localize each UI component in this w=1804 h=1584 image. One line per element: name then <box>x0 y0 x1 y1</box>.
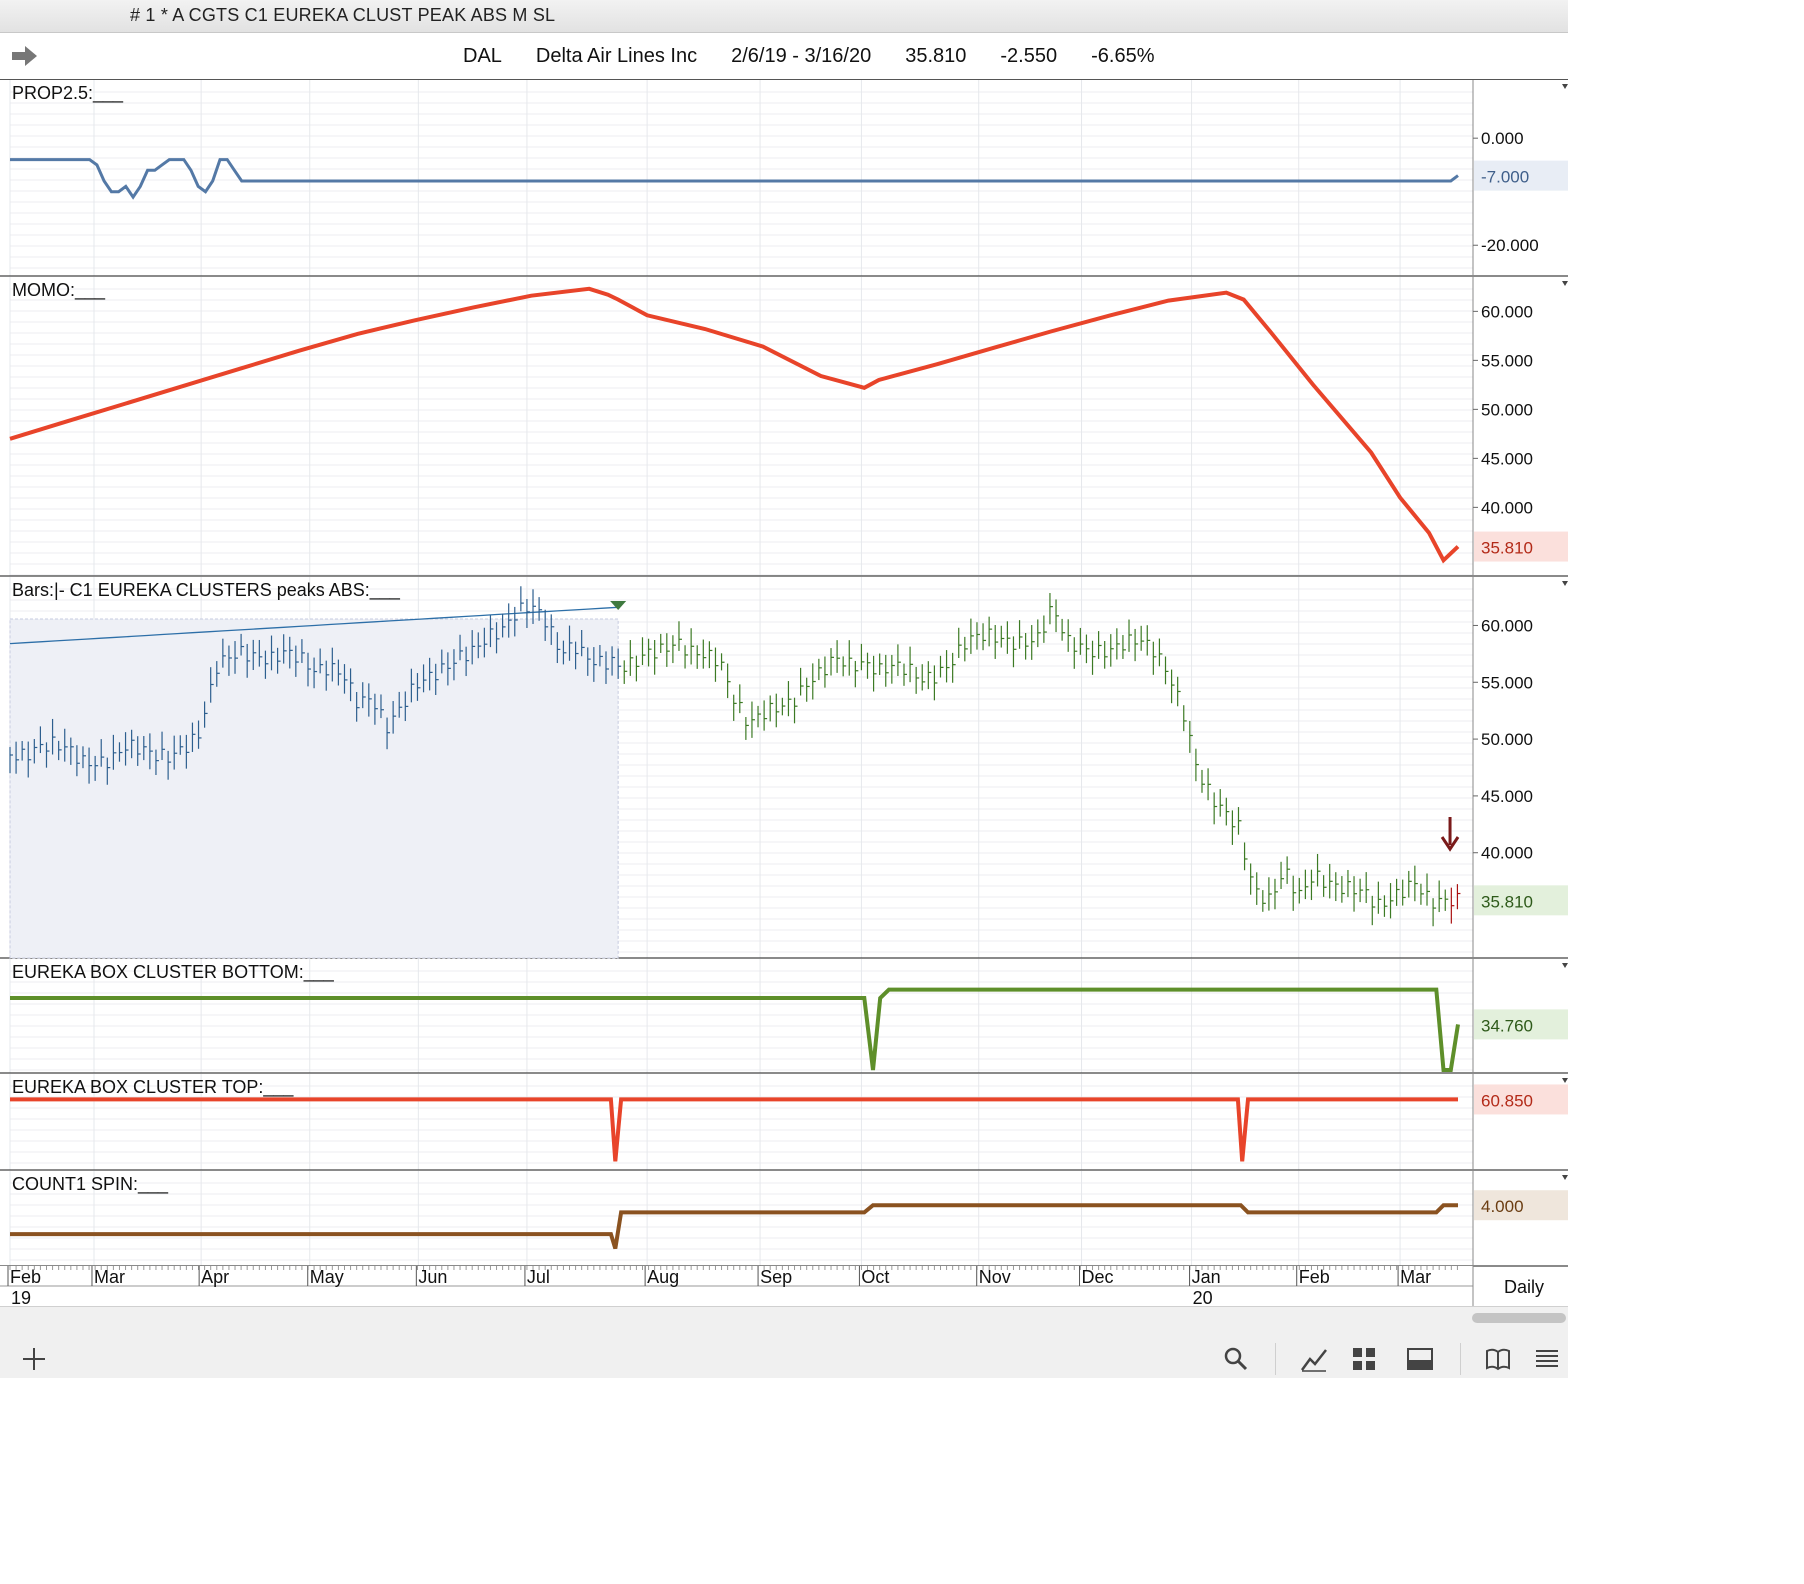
x-year-label: 20 <box>1193 1288 1213 1306</box>
price-change: -2.550 <box>1000 45 1058 67</box>
y-tick-label: 45.000 <box>1481 449 1533 468</box>
x-month-label: Jan <box>1192 1267 1221 1287</box>
panel-1-title[interactable]: PROP2.5:___ <box>12 83 124 104</box>
panel-menu-caret-icon[interactable] <box>1562 963 1568 968</box>
panel-icon[interactable] <box>1406 1345 1434 1373</box>
panel-1-current-value-label: -7.000 <box>1474 160 1568 191</box>
company-name: Delta Air Lines Inc <box>535 45 698 67</box>
chart-header: DAL Delta Air Lines Inc 2/6/19 - 3/16/20 35… <box>0 33 1568 80</box>
current-value-text: 4.000 <box>1481 1197 1524 1216</box>
line-chart-icon[interactable] <box>1300 1345 1328 1373</box>
date-range: 2/6/19 - 3/16/20 <box>731 45 872 67</box>
x-month-label: Aug <box>647 1267 679 1287</box>
current-value-bg <box>1474 885 1568 916</box>
panel-3-title[interactable]: Bars:|- C1 EUREKA CLUSTERS peaks ABS:___ <box>12 580 401 601</box>
panel-menu-caret-icon[interactable] <box>1562 281 1568 286</box>
panel-5-current-value-label: 60.850 <box>1474 1084 1568 1115</box>
panel-4-series-line <box>10 987 1460 1072</box>
panel-1-series-line <box>10 158 1459 200</box>
chart-area[interactable]: PROP2.5:___ 0.000 -20.000 -7.000 MOMO:___ 60.… <box>0 80 1568 1306</box>
sell-arrow-icon <box>1440 817 1460 852</box>
toolbar-separator <box>1275 1343 1276 1375</box>
y-tick-label: 55.000 <box>1481 673 1533 692</box>
forward-arrow-icon[interactable] <box>10 45 38 67</box>
x-month-label: May <box>310 1267 344 1287</box>
y-tick-label: 60.000 <box>1481 616 1533 635</box>
panel-2-grid <box>9 277 1473 576</box>
x-month-label: Jun <box>418 1267 447 1287</box>
window-title: # 1 * A CGTS C1 EUREKA CLUST PEAK ABS M … <box>130 5 556 25</box>
cluster-peak-line <box>9 606 619 645</box>
y-tick-label: 50.000 <box>1481 730 1533 749</box>
panel-2-title[interactable]: MOMO:___ <box>12 280 106 301</box>
x-month-label: Apr <box>201 1267 229 1287</box>
current-value-text: 60.850 <box>1481 1091 1533 1110</box>
x-month-label: Dec <box>1082 1267 1114 1287</box>
current-value-text: 35.810 <box>1481 539 1533 558</box>
current-value-bg <box>1474 531 1568 562</box>
panel-menu-caret-icon[interactable] <box>1562 1175 1568 1180</box>
panel-5-title[interactable]: EUREKA BOX CLUSTER TOP:___ <box>12 1077 294 1098</box>
panel-1-grid <box>9 80 1473 276</box>
panel-menu-caret-icon[interactable] <box>1562 84 1568 89</box>
last-price: 35.810 <box>905 45 967 67</box>
x-month-label: Jul <box>527 1267 550 1287</box>
symbol-info: DAL Delta Air Lines Inc 2/6/19 - 3/16/20 35… <box>463 45 1188 68</box>
horizontal-scrollbar[interactable] <box>1472 1313 1566 1323</box>
x-year-label: 19 <box>11 1288 31 1306</box>
y-tick-label: 0.000 <box>1481 129 1524 148</box>
y-tick-label: 45.000 <box>1481 787 1533 806</box>
y-tick-label: 55.000 <box>1481 351 1533 370</box>
y-tick-label: 40.000 <box>1481 498 1533 517</box>
list-icon[interactable] <box>1533 1345 1561 1373</box>
panel-menu-caret-icon[interactable] <box>1562 1078 1568 1083</box>
panel-2-series-line <box>9 286 1460 564</box>
panel-6-current-value-label: 4.000 <box>1474 1190 1568 1221</box>
current-value-bg <box>1474 1190 1568 1221</box>
window-titlebar: # 1 * A CGTS C1 EUREKA CLUST PEAK ABS M … <box>0 0 1568 33</box>
x-month-label: Mar <box>94 1267 125 1287</box>
grid-icon[interactable] <box>1350 1345 1378 1373</box>
price-change-pct: -6.65% <box>1091 45 1155 67</box>
search-icon[interactable] <box>1222 1345 1250 1373</box>
x-month-label: Sep <box>760 1267 792 1287</box>
current-value-text: 35.810 <box>1481 892 1533 911</box>
x-month-label: Mar <box>1400 1267 1431 1287</box>
periodicity-label[interactable]: Daily <box>1503 1277 1544 1297</box>
panel-6-series-line <box>10 1203 1458 1250</box>
current-value-bg <box>1474 1009 1568 1040</box>
peak-marker-icon <box>610 601 627 610</box>
x-month-label: Nov <box>979 1267 1011 1287</box>
panel-2-current-value-label: 35.810 <box>1474 531 1568 562</box>
panel-4-title[interactable]: EUREKA BOX CLUSTER BOTTOM:___ <box>12 962 335 983</box>
panel-4-current-value-label: 34.760 <box>1474 1009 1568 1040</box>
panel-6-title[interactable]: COUNT1 SPIN:___ <box>12 1174 169 1195</box>
y-tick-label: -20.000 <box>1481 236 1539 255</box>
panel-5-series-line <box>10 1097 1458 1162</box>
current-value-text: 34.760 <box>1481 1016 1533 1035</box>
book-icon[interactable] <box>1484 1345 1512 1373</box>
panel-menu-caret-icon[interactable] <box>1562 581 1568 586</box>
y-tick-label: 60.000 <box>1481 302 1533 321</box>
current-value-bg <box>1474 1084 1568 1115</box>
panel-6-grid <box>9 1171 1473 1266</box>
x-month-label: Oct <box>861 1267 889 1287</box>
symbol: DAL <box>463 45 502 67</box>
plus-icon[interactable] <box>20 1345 48 1373</box>
bottom-toolbar <box>0 1306 1568 1378</box>
y-tick-label: 50.000 <box>1481 400 1533 419</box>
x-month-label: Feb <box>1299 1267 1330 1287</box>
panel-4-grid <box>9 959 1473 1073</box>
toolbar-separator <box>1460 1343 1461 1375</box>
current-value-bg <box>1474 160 1568 191</box>
x-month-label: Feb <box>10 1267 41 1287</box>
y-tick-label: 40.000 <box>1481 844 1533 863</box>
current-value-text: -7.000 <box>1481 168 1529 187</box>
panel-5-grid <box>9 1074 1473 1170</box>
panel-3-current-value-label: 35.810 <box>1474 885 1568 916</box>
